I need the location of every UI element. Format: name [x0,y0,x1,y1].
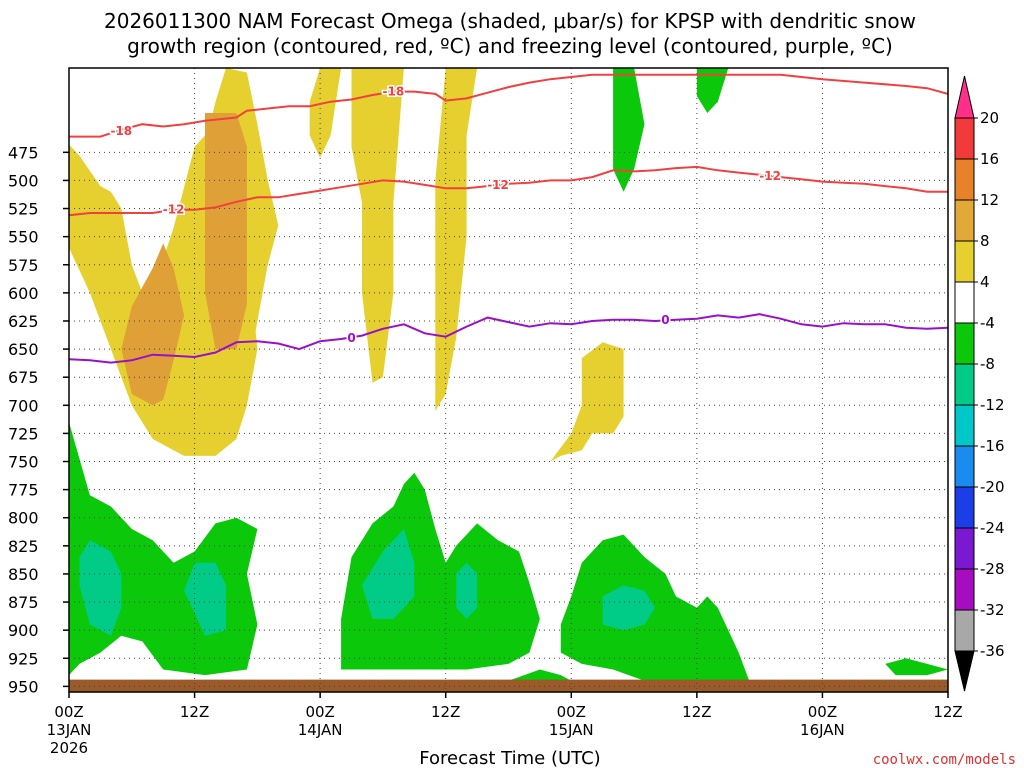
dgz-contour-0-label-1: -18 [383,85,405,99]
x-tick-date-48: 15JAN [549,721,594,739]
y-tick-label-925: 925 [8,649,39,668]
colorbar-label-12: -32 [980,601,1005,619]
freezing-contour-0-label-0: 0 [347,331,355,345]
chart-title-line1: 2026011300 NAM Forecast Omega (shaded, μ… [104,9,916,33]
x-tick-label-48: 00Z [557,703,586,721]
y-tick-label-575: 575 [8,256,39,275]
y-tick-label-525: 525 [8,200,39,219]
plot-area: -18 -18 -12 -12 -12 0 0 [69,68,948,692]
omega-region-teal-11 [79,540,122,636]
y-tick-label-825: 825 [8,537,39,556]
omega-region-green-13 [341,472,540,670]
omega-region-yellow-7 [550,342,624,462]
colorbar-segment-6 [954,363,975,406]
y-tick-label-800: 800 [8,509,39,528]
colorbar-segment-5 [954,322,975,365]
colorbar-segment-1 [954,158,975,201]
colorbar-bottom-arrow [954,650,975,692]
colorbar-label-2: 12 [980,191,999,209]
colorbar-segment-3 [954,240,975,283]
chart-title-line2: growth region (contoured, red, ºC) and f… [127,34,893,58]
freezing-contour-0-label-1: 0 [661,313,669,327]
colorbar-label-3: 8 [980,232,990,250]
dgz-contour-2-label-1: -12 [487,178,509,192]
freezing-contour-0 [69,313,948,364]
y-tick-label-725: 725 [8,424,39,443]
x-axis-title: Forecast Time (UTC) [419,748,600,768]
y-tick-label-550: 550 [8,228,39,247]
colorbar-label-9: -20 [980,478,1005,496]
omega-region-orange-3 [205,113,247,350]
colorbar-segment-0 [954,117,975,160]
colorbar-label-11: -28 [980,560,1005,578]
colorbar-segment-11 [954,568,975,611]
omega-region-yellow-5 [351,68,404,383]
credit-text: coolwx.com/models [873,752,1016,768]
y-tick-label-700: 700 [8,396,39,415]
y-tick-label-475: 475 [8,143,39,162]
x-tick-label-72: 00Z [808,703,837,721]
colorbar-label-0: 20 [980,109,999,127]
omega-region-green-8 [613,68,645,192]
colorbar-label-4: 4 [980,273,990,291]
dgz-contour-2 [69,165,948,217]
y-tick-label-500: 500 [8,171,39,190]
x-tick-date-24: 14JAN [298,721,343,739]
y-tick-label-850: 850 [8,565,39,584]
y-tick-label-900: 900 [8,621,39,640]
colorbar-label-10: -24 [980,519,1005,537]
colorbar: 20 16 12 8 4 -4 -8 -12 -16 -20 -24 -28 -32 -36 [954,75,1005,692]
x-tick-label-36: 12Z [431,703,460,721]
omega-region-teal-15 [456,562,478,619]
y-tick-label-625: 625 [8,312,39,331]
y-tick-label-875: 875 [8,593,39,612]
plot-frame [68,67,949,693]
x-tick-date-72: 16JAN [800,721,845,739]
dgz-contour-0-label-0: -18 [110,124,132,138]
omega-region-orange-1 [121,243,185,406]
omega-region-teal-14 [362,529,415,619]
ground-band [69,679,948,692]
colorbar-label-13: -36 [980,642,1005,660]
colorbar-segment-10 [954,527,975,570]
dgz-contour-2-label-0: -12 [163,203,185,217]
colorbar-segment-7 [954,404,975,447]
omega-region-yellow-4 [309,68,342,158]
y-tick-label-650: 650 [8,340,39,359]
dgz-contour-0 [69,73,948,138]
omega-region-green-19 [885,658,948,676]
x-tick-label-84: 12Z [933,703,962,721]
dgz-contour-2-label-2: -12 [759,169,781,183]
x-tick-label-24: 00Z [305,703,334,721]
y-tick-label-775: 775 [8,481,39,500]
y-tick-label-750: 750 [8,453,39,472]
x-tick-date-0: 13JAN [47,721,92,739]
colorbar-label-6: -8 [980,355,995,373]
x-tick-label-60: 12Z [682,703,711,721]
omega-region-green-9 [696,68,729,113]
colorbar-segment-8 [954,445,975,488]
x-tick-label-0: 00Z [54,703,83,721]
colorbar-label-7: -12 [980,396,1005,414]
x-tick-year-0: 2026 [50,739,88,757]
omega-region-green-16 [560,534,750,687]
y-tick-label-675: 675 [8,368,39,387]
colorbar-segment-12 [954,609,975,652]
x-tick-label-12: 12Z [180,703,209,721]
colorbar-label-5: -4 [980,314,995,332]
omega-region-teal-17 [602,585,655,631]
colorbar-label-1: 16 [980,150,999,168]
colorbar-label-8: -16 [980,437,1005,455]
axes: 475 500 525 550 575 600 625 650 675 700 725 750 775 8… [8,67,963,757]
y-tick-label-600: 600 [8,284,39,303]
colorbar-segment-4 [954,281,975,324]
omega-region-yellow-6 [435,68,478,411]
colorbar-segment-2 [954,199,975,242]
colorbar-top-arrow [954,75,975,119]
colorbar-segment-9 [954,486,975,529]
omega-region-teal-12 [184,562,226,636]
y-tick-label-950: 950 [8,677,39,696]
